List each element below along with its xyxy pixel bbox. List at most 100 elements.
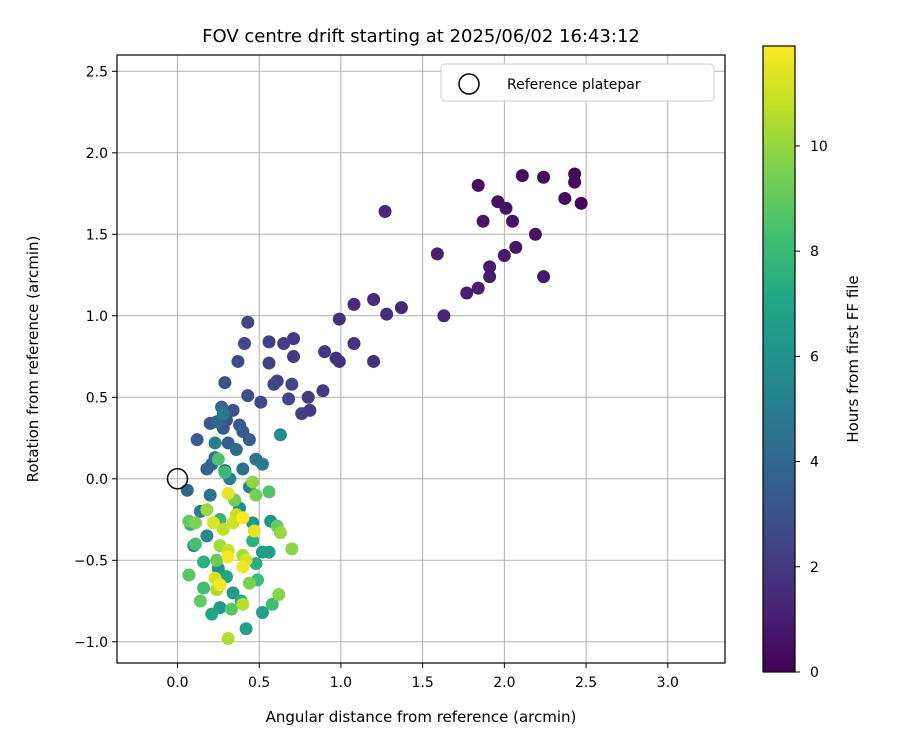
x-tick-label: 2.0 (493, 675, 515, 691)
x-tick-label: 2.5 (575, 675, 597, 691)
colorbar-tick-label: 6 (810, 349, 819, 365)
data-point (332, 312, 346, 326)
data-point (246, 534, 260, 548)
data-point (301, 390, 315, 404)
data-point (208, 436, 222, 450)
reference-platepar-marker (166, 468, 189, 490)
data-point (476, 214, 490, 228)
data-point (262, 485, 276, 499)
data-point (236, 560, 250, 574)
data-point (249, 488, 263, 502)
data-point (226, 586, 240, 600)
data-point (262, 545, 276, 559)
data-point (239, 622, 253, 636)
data-point (515, 169, 529, 183)
colorbar-tick-label: 8 (810, 244, 819, 260)
data-point (282, 392, 296, 406)
data-point (221, 632, 235, 646)
data-point (295, 407, 309, 421)
y-axis-label: Rotation from reference (arcmin) (24, 236, 42, 483)
data-point (182, 568, 196, 582)
data-point (193, 594, 207, 608)
data-point (200, 529, 214, 543)
data-point (211, 452, 225, 466)
data-point (221, 550, 235, 564)
data-point (213, 578, 227, 592)
y-axis-ticks: −1.0 −0.5 0.0 0.5 1.0 1.5 2.0 2.5 (74, 64, 117, 651)
y-tick-label: 2.0 (86, 146, 108, 162)
data-point (272, 588, 286, 602)
colorbar-label: Hours from first FF file (844, 275, 862, 442)
x-tick-label: 1.0 (330, 675, 352, 691)
data-point (285, 542, 299, 556)
data-point (437, 309, 451, 323)
data-point (255, 457, 269, 471)
data-point (197, 581, 211, 595)
data-points (180, 167, 588, 646)
data-point (497, 248, 511, 262)
data-point (267, 377, 281, 391)
data-point (318, 345, 332, 359)
data-point (205, 607, 219, 621)
data-point (236, 462, 250, 476)
data-point (528, 227, 542, 241)
y-tick-label: 2.5 (86, 64, 108, 80)
data-point (221, 486, 235, 500)
data-point (430, 247, 444, 261)
data-point (188, 516, 202, 530)
plot-area-frame (116, 54, 726, 664)
data-point (249, 557, 263, 571)
y-tick-label: −0.5 (74, 553, 108, 569)
colorbar-tick-label: 10 (810, 139, 828, 155)
data-point (200, 503, 214, 517)
data-point (246, 475, 260, 489)
y-tick-label: 0.0 (86, 472, 108, 488)
colorbar (762, 45, 796, 673)
data-point (509, 240, 523, 254)
x-tick-label: 3.0 (657, 675, 679, 691)
data-point (568, 175, 582, 189)
data-point (347, 297, 361, 311)
data-point (287, 332, 301, 346)
data-point (574, 196, 588, 210)
data-point (506, 214, 520, 228)
data-point (499, 201, 513, 215)
data-point (277, 337, 291, 351)
data-point (287, 350, 301, 364)
data-point (378, 204, 392, 218)
data-point (347, 337, 361, 351)
colorbar-ticks: 0 2 4 6 8 10 (795, 139, 828, 681)
x-tick-label: 0.0 (166, 675, 188, 691)
data-point (229, 442, 243, 456)
data-point (242, 576, 256, 590)
data-point (471, 281, 485, 295)
data-point (218, 465, 232, 479)
data-point (254, 395, 268, 409)
data-point (537, 270, 551, 284)
x-axis-ticks: 0.0 0.5 1.0 1.5 2.0 2.5 3.0 (166, 663, 679, 691)
data-point (329, 351, 343, 365)
data-point (226, 403, 240, 417)
data-point (226, 516, 240, 530)
data-point (218, 376, 232, 390)
data-point (197, 555, 211, 569)
data-point (460, 286, 474, 300)
x-tick-label: 0.5 (248, 675, 270, 691)
y-tick-label: 1.5 (86, 227, 108, 243)
data-point (180, 483, 194, 497)
data-point (216, 407, 230, 421)
data-point (471, 178, 485, 192)
data-point (216, 522, 230, 536)
x-axis-label: Angular distance from reference (arcmin) (266, 708, 577, 726)
grid (117, 55, 725, 663)
data-point (224, 602, 238, 616)
data-point (203, 488, 217, 502)
data-point (188, 537, 202, 551)
colorbar-tick-label: 0 (810, 665, 819, 681)
chart-title: FOV centre drift starting at 2025/06/02 … (202, 26, 640, 47)
data-point (210, 553, 224, 567)
legend: Reference platepar (440, 63, 715, 102)
data-point (367, 354, 381, 368)
data-point (206, 516, 220, 530)
